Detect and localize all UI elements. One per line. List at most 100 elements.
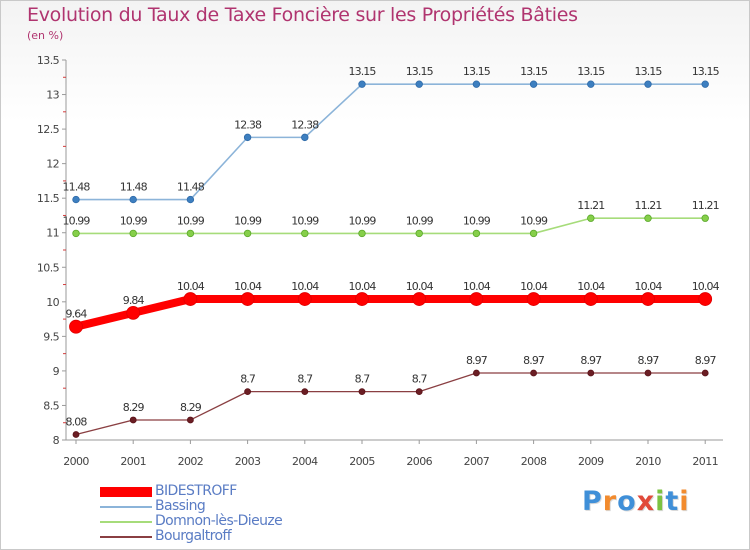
data-point [129,416,137,424]
data-point [587,369,595,377]
legend-swatch [100,536,152,538]
data-point [186,416,194,424]
data-label: 8.7 [297,373,313,386]
data-point [358,229,366,238]
data-label: 13.15 [463,65,491,78]
data-label: 8.7 [412,373,428,386]
data-point [701,80,709,88]
series-line-0 [72,295,710,331]
data-label: 10.99 [120,214,148,227]
data-point [529,229,538,238]
data-label: 11.21 [692,199,719,212]
legend-swatch [100,521,152,523]
data-point [472,80,481,88]
data-point [644,214,652,222]
data-point [644,80,652,88]
data-label: 10.04 [692,280,720,293]
data-label: 10.04 [234,280,262,293]
data-label: 10.04 [177,280,205,293]
data-point [129,195,137,204]
data-label: 9.64 [66,308,88,321]
data-point [355,292,369,306]
x-tick-label: 2010 [635,455,661,468]
data-label: 8.97 [466,354,488,367]
chart-title: Evolution du Taux de Taxe Foncière sur l… [27,4,578,26]
data-label: 8.97 [523,354,545,367]
data-label: 12.38 [234,118,262,131]
data-label: 10.99 [63,214,91,227]
legend-label: BIDESTROFF [155,483,237,499]
x-tick-label: 2006 [406,455,432,468]
data-point [415,229,423,238]
x-tick-label: 2011 [692,455,718,468]
data-label: 13.15 [692,65,720,78]
y-tick-label: 10.5 [37,261,60,274]
data-point [583,292,598,306]
data-label: 10.99 [234,214,262,227]
x-tick-label: 2000 [63,455,89,468]
data-point [240,292,255,306]
data-point [186,195,195,204]
series-line-3 [75,372,706,436]
x-tick-label: 2005 [349,455,375,468]
data-label: 8.29 [180,401,202,414]
data-label: 10.04 [463,280,491,293]
data-label: 10.04 [577,280,605,293]
legend-label: Domnon-lès-Dieuze [155,513,283,529]
data-point [641,292,655,306]
y-tick-label: 10 [46,296,59,309]
data-point [126,305,141,320]
data-label: 8.7 [355,373,371,386]
y-tick-label: 12 [46,158,59,171]
x-tick-label: 2004 [292,455,318,468]
data-label: 10.99 [291,214,319,227]
data-label: 13.15 [577,65,605,78]
data-label: 13.15 [520,65,548,78]
data-label: 11.48 [120,181,148,194]
data-point [530,369,537,377]
data-point [472,229,481,238]
y-tick-label: 13 [46,89,59,102]
y-tick-label: 13.5 [37,54,60,67]
legend-item: BIDESTROFF [100,483,360,499]
data-label: 10.04 [291,280,319,293]
data-point [701,214,709,222]
data-point [526,292,541,306]
legend-label: Bassing [155,498,206,514]
data-label: 11.48 [63,181,91,194]
data-label: 10.99 [520,214,548,227]
series-line-2 [75,217,707,235]
data-point [69,319,83,334]
data-label: 8.97 [638,354,660,367]
data-point [72,431,80,438]
y-tick-label: 11 [46,227,59,240]
data-point [72,195,80,204]
data-label: 10.99 [463,214,491,227]
proxiti-logo: Proxiti [582,486,690,517]
data-point [297,292,312,306]
data-point [301,388,309,396]
data-label: 10.99 [177,214,205,227]
data-point [644,369,652,377]
y-tick-label: 9.5 [43,330,59,343]
data-label: 10.99 [406,214,434,227]
data-point [72,229,80,238]
data-label: 13.15 [406,65,434,78]
data-label: 11.21 [635,199,662,212]
legend-item: Domnon-lès-Dieuze [100,513,360,529]
x-tick-label: 2002 [178,455,204,468]
data-point [701,369,709,377]
data-point [529,80,538,88]
data-point [129,229,137,238]
data-label: 8.7 [240,373,256,386]
data-label: 9.84 [123,294,145,307]
data-point [415,80,423,88]
x-tick-label: 2003 [235,455,261,468]
data-point [358,388,366,396]
data-point [358,80,366,88]
data-label: 8.08 [66,415,88,428]
x-tick-label: 2008 [521,455,547,468]
data-label: 10.99 [349,214,377,227]
data-point [183,292,198,306]
